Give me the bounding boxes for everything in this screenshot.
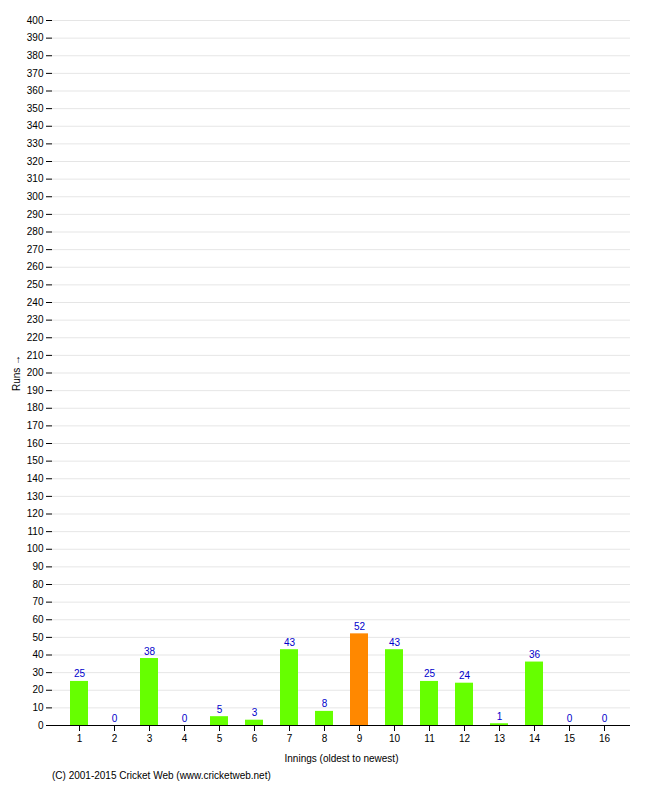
svg-text:9: 9 — [357, 733, 363, 744]
svg-text:260: 260 — [27, 261, 44, 272]
svg-text:290: 290 — [27, 209, 44, 220]
svg-text:390: 390 — [27, 32, 44, 43]
svg-text:100: 100 — [27, 543, 44, 554]
svg-text:280: 280 — [27, 226, 44, 237]
svg-text:210: 210 — [27, 350, 44, 361]
svg-text:400: 400 — [27, 15, 44, 26]
svg-text:11: 11 — [424, 733, 435, 744]
svg-text:10: 10 — [32, 702, 44, 713]
svg-text:15: 15 — [564, 733, 576, 744]
svg-text:1: 1 — [497, 711, 503, 722]
svg-text:Innings (oldest to newest): Innings (oldest to newest) — [285, 753, 399, 764]
svg-text:25: 25 — [74, 668, 86, 679]
svg-text:38: 38 — [144, 646, 156, 657]
svg-text:230: 230 — [27, 314, 44, 325]
svg-text:150: 150 — [27, 455, 44, 466]
svg-text:80: 80 — [32, 579, 44, 590]
svg-text:5: 5 — [217, 733, 223, 744]
svg-text:0: 0 — [567, 713, 573, 724]
svg-text:0: 0 — [602, 713, 608, 724]
svg-text:30: 30 — [32, 667, 44, 678]
svg-text:4: 4 — [182, 733, 188, 744]
svg-text:110: 110 — [28, 526, 44, 537]
svg-text:24: 24 — [459, 670, 471, 681]
svg-text:370: 370 — [27, 68, 44, 79]
svg-text:3: 3 — [147, 733, 153, 744]
svg-text:120: 120 — [27, 508, 44, 519]
svg-text:330: 330 — [27, 138, 44, 149]
svg-text:7: 7 — [287, 733, 293, 744]
svg-text:170: 170 — [27, 420, 44, 431]
svg-text:180: 180 — [27, 402, 44, 413]
svg-text:2: 2 — [112, 733, 118, 744]
svg-text:190: 190 — [27, 385, 44, 396]
svg-text:200: 200 — [27, 367, 44, 378]
svg-text:220: 220 — [27, 332, 44, 343]
svg-text:20: 20 — [32, 684, 44, 695]
svg-text:0: 0 — [38, 720, 44, 731]
svg-text:40: 40 — [32, 649, 44, 660]
svg-text:43: 43 — [389, 637, 401, 648]
svg-text:60: 60 — [32, 614, 44, 625]
svg-text:3: 3 — [252, 707, 258, 718]
svg-text:90: 90 — [32, 561, 44, 572]
svg-text:310: 310 — [27, 173, 44, 184]
svg-text:360: 360 — [27, 85, 44, 96]
svg-text:140: 140 — [27, 473, 44, 484]
svg-text:1: 1 — [77, 733, 83, 744]
svg-text:270: 270 — [27, 244, 44, 255]
svg-text:320: 320 — [27, 156, 44, 167]
svg-text:12: 12 — [459, 733, 471, 744]
svg-text:8: 8 — [322, 733, 328, 744]
svg-text:380: 380 — [27, 50, 44, 61]
svg-text:Runs →: Runs → — [11, 355, 22, 391]
svg-text:10: 10 — [389, 733, 401, 744]
svg-text:13: 13 — [494, 733, 506, 744]
svg-text:6: 6 — [252, 733, 258, 744]
svg-text:0: 0 — [112, 713, 118, 724]
svg-text:240: 240 — [27, 297, 44, 308]
svg-text:5: 5 — [217, 704, 223, 715]
svg-text:250: 250 — [27, 279, 44, 290]
svg-text:130: 130 — [27, 491, 44, 502]
svg-text:36: 36 — [529, 649, 541, 660]
svg-text:340: 340 — [27, 120, 44, 131]
svg-text:52: 52 — [354, 621, 366, 632]
svg-text:0: 0 — [182, 713, 188, 724]
svg-text:14: 14 — [529, 733, 541, 744]
svg-text:160: 160 — [27, 438, 44, 449]
svg-text:350: 350 — [27, 103, 44, 114]
svg-text:16: 16 — [599, 733, 611, 744]
svg-text:50: 50 — [32, 632, 44, 643]
svg-text:8: 8 — [322, 698, 328, 709]
svg-text:25: 25 — [424, 668, 436, 679]
svg-text:70: 70 — [32, 596, 44, 607]
svg-text:300: 300 — [27, 191, 44, 202]
svg-text:43: 43 — [284, 637, 296, 648]
html-text:(C) 2001-2015 Cricket Web (www: (C) 2001-2015 Cricket Web (www.cricketwe… — [52, 770, 271, 781]
